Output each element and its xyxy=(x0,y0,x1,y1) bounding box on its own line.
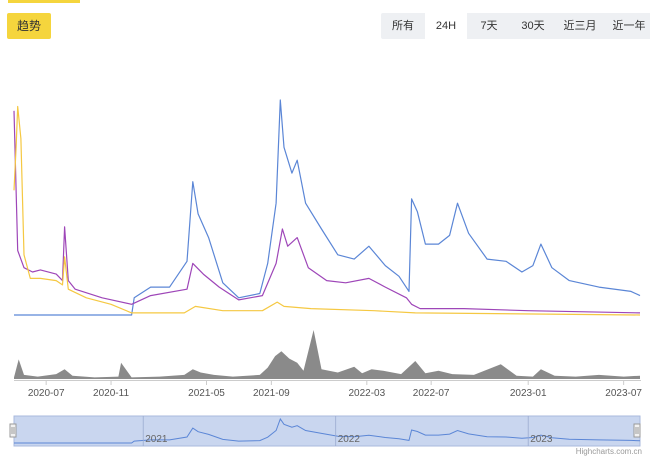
navigator-tick-2021: 2021 xyxy=(145,434,168,445)
top-accent-bar xyxy=(8,0,80,3)
x-tick-label-2021-09: 2021-09 xyxy=(253,388,290,399)
range-button-4[interactable]: 近三月 xyxy=(563,20,597,32)
x-tick-label-2023-01: 2023-01 xyxy=(510,388,547,399)
range-button-2[interactable]: 7天 xyxy=(480,20,498,32)
volume-series-group xyxy=(14,330,640,379)
series-line-1[interactable] xyxy=(13,110,641,314)
tab-trend[interactable]: 趋势 xyxy=(7,13,51,39)
line-series-group xyxy=(13,99,641,316)
x-tick-label-2022-03: 2022-03 xyxy=(348,388,385,399)
series-line-0[interactable] xyxy=(14,99,641,316)
range-button-0[interactable]: 所有 xyxy=(392,20,414,32)
range-button-1[interactable]: 24H xyxy=(425,13,467,39)
x-tick-label-2022-07: 2022-07 xyxy=(413,388,450,399)
range-selector: 所有 24H 7天 30天 近三月 近一年 xyxy=(381,13,650,39)
navigator-line xyxy=(14,417,641,444)
series-line-2[interactable] xyxy=(13,105,641,316)
navigator-handle-right[interactable] xyxy=(633,423,641,438)
x-axis-ticks: 2020-07 2020-11 2021-05 2021-09 2022-03 2022-… xyxy=(28,381,642,399)
volume-area[interactable] xyxy=(14,330,640,379)
navigator[interactable]: 2021 2022 2023 xyxy=(9,415,641,447)
x-tick-label-2020-07: 2020-07 xyxy=(28,388,65,399)
navigator-tick-2023: 2023 xyxy=(530,434,553,445)
range-button-5[interactable]: 近一年 xyxy=(612,20,646,32)
x-tick-label-2023-07: 2023-07 xyxy=(605,388,642,399)
navigator-tick-2022: 2022 xyxy=(338,434,361,445)
x-tick-label-2020-11: 2020-11 xyxy=(93,388,129,399)
navigator-handle-left[interactable] xyxy=(9,423,17,438)
x-tick-label-2021-05: 2021-05 xyxy=(188,388,225,399)
credits-text[interactable]: Highcharts.com.cn xyxy=(576,447,642,456)
range-button-3[interactable]: 30天 xyxy=(521,20,545,32)
